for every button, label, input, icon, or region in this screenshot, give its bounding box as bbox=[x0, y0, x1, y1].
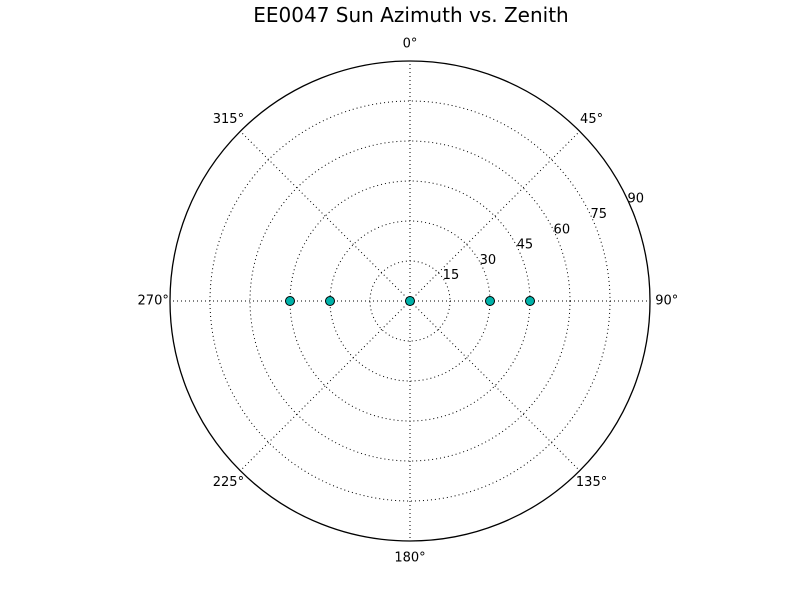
data-point bbox=[285, 296, 295, 306]
angular-grid-line bbox=[239, 130, 411, 302]
radial-tick-label: 45 bbox=[517, 238, 534, 253]
radial-tick-labels: 15 30 45 60 75 90 bbox=[443, 192, 644, 284]
radial-tick-label: 90 bbox=[627, 192, 644, 207]
data-point bbox=[405, 296, 415, 306]
radial-tick-label: 15 bbox=[443, 268, 460, 283]
theta-tick-label: 315° bbox=[213, 112, 244, 127]
data-point bbox=[325, 296, 335, 306]
theta-tick-label: 45° bbox=[580, 112, 603, 127]
angular-grid-line bbox=[409, 300, 581, 472]
theta-tick-label: 180° bbox=[394, 550, 425, 565]
theta-tick-label: 90° bbox=[655, 294, 678, 309]
theta-tick-label: 270° bbox=[138, 294, 169, 309]
data-point bbox=[485, 296, 495, 306]
angular-grid-line bbox=[239, 300, 411, 472]
chart-title: EE0047 Sun Azimuth vs. Zenith bbox=[253, 3, 568, 27]
angular-grid-line bbox=[409, 130, 581, 302]
theta-tick-label: 135° bbox=[576, 475, 607, 490]
radial-tick-label: 30 bbox=[480, 253, 497, 268]
theta-tick-label: 0° bbox=[403, 37, 418, 52]
radial-tick-label: 75 bbox=[591, 207, 608, 222]
theta-tick-labels: 0° 45° 90° 135° 180° 225° 270° 315° bbox=[138, 37, 679, 566]
theta-tick-label: 225° bbox=[213, 475, 244, 490]
radial-tick-label: 60 bbox=[554, 222, 571, 237]
data-points bbox=[285, 296, 535, 306]
outer-ring bbox=[169, 60, 651, 542]
data-point bbox=[525, 296, 535, 306]
